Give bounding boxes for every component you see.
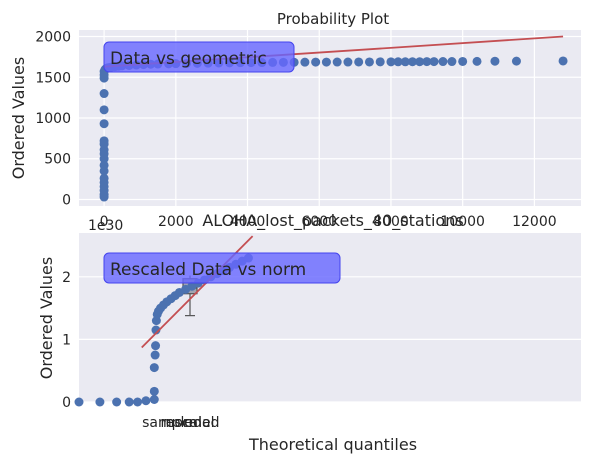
top-x-offset-text: 1e30 [88,218,123,234]
top-x-axis-label: ALOHA_lost_packets_40_stations [202,211,463,231]
bottom-data-point [95,397,105,407]
bottom-data-point [150,350,160,360]
top-x-tick-label: 12000 [512,214,557,230]
bottom-x-tick-label: rescaled [160,415,219,431]
bottom-data-point [74,397,84,407]
bottom-data-point [151,325,161,335]
bottom-y-tick-label: 0 [62,395,71,411]
top-data-point [332,57,342,67]
top-data-point [99,173,109,183]
bottom-subplot: Ordered Values Theoretical quantiles sam… [37,233,581,454]
top-y-tick-labels: 0 500 1000 1500 2000 [35,30,71,209]
top-data-point [472,56,482,66]
top-data-point [407,57,417,67]
top-y-tick-label: 500 [44,152,71,168]
top-data-point [422,57,432,67]
top-y-tick-label: 1500 [35,70,71,86]
top-y-axis-label: Ordered Values [9,57,28,179]
top-data-point [99,119,109,129]
bottom-data-point [151,341,161,351]
bottom-data-point [112,397,122,407]
bottom-annotation-box [103,252,341,284]
bottom-data-point [149,394,159,404]
top-data-point [99,89,109,99]
top-data-point [438,57,448,67]
top-data-point [343,57,353,67]
top-annotation-text: Data vs geometric [110,49,267,69]
top-y-tick-label: 0 [62,192,71,208]
top-data-point [415,57,425,67]
bottom-y-tick-label: 2 [62,270,71,286]
top-x-tick-label: 10000 [440,214,485,230]
top-data-point [558,56,568,66]
top-x-tick-label: 2000 [158,214,194,230]
top-data-point [458,56,468,66]
bottom-annotation-text: Rescaled Data vs norm [110,260,306,280]
top-data-point [375,57,385,67]
bottom-x-tick-label: sampled [142,415,202,431]
top-data-point [99,136,109,146]
top-data-point [300,57,310,67]
bottom-data-point [149,386,159,396]
top-data-point [429,57,439,67]
bottom-y-tick-label: 1 [62,332,71,348]
top-x-tick-label: 6000 [301,214,337,230]
top-y-tick-label: 1000 [35,111,71,127]
bottom-data-point [124,397,134,407]
top-subplot: Probability Plot Ordered Values ALOHA_lo… [9,10,581,234]
top-x-tick-label: 4000 [230,214,266,230]
top-title: Probability Plot [277,10,389,28]
top-data-point [99,105,109,115]
bottom-y-tick-labels: 0 1 2 [62,270,71,411]
bottom-data-point [133,397,143,407]
top-data-point [99,160,109,170]
bottom-x-tick-label: normal [165,415,214,431]
top-annotation-box [103,41,295,73]
top-data-point [386,57,396,67]
top-x-tick-labels: 0 2000 4000 6000 8000 10000 12000 [100,214,557,230]
top-data-point [364,57,374,67]
top-data-point [511,56,521,66]
top-data-point [354,57,364,67]
bottom-x-axis-label: Theoretical quantiles [248,435,417,454]
top-data-point [321,57,331,67]
top-data-point [311,57,321,67]
bottom-data-point [149,363,159,373]
top-y-tick-label: 2000 [35,30,71,46]
top-data-point [400,57,410,67]
top-data-point [490,56,500,66]
top-data-point [447,57,457,67]
top-x-tick-label: 8000 [373,214,409,230]
top-data-point [393,57,403,67]
top-x-tick-label: 0 [100,214,109,230]
bottom-y-axis-label: Ordered Values [37,257,56,379]
bottom-data-point [141,396,151,406]
